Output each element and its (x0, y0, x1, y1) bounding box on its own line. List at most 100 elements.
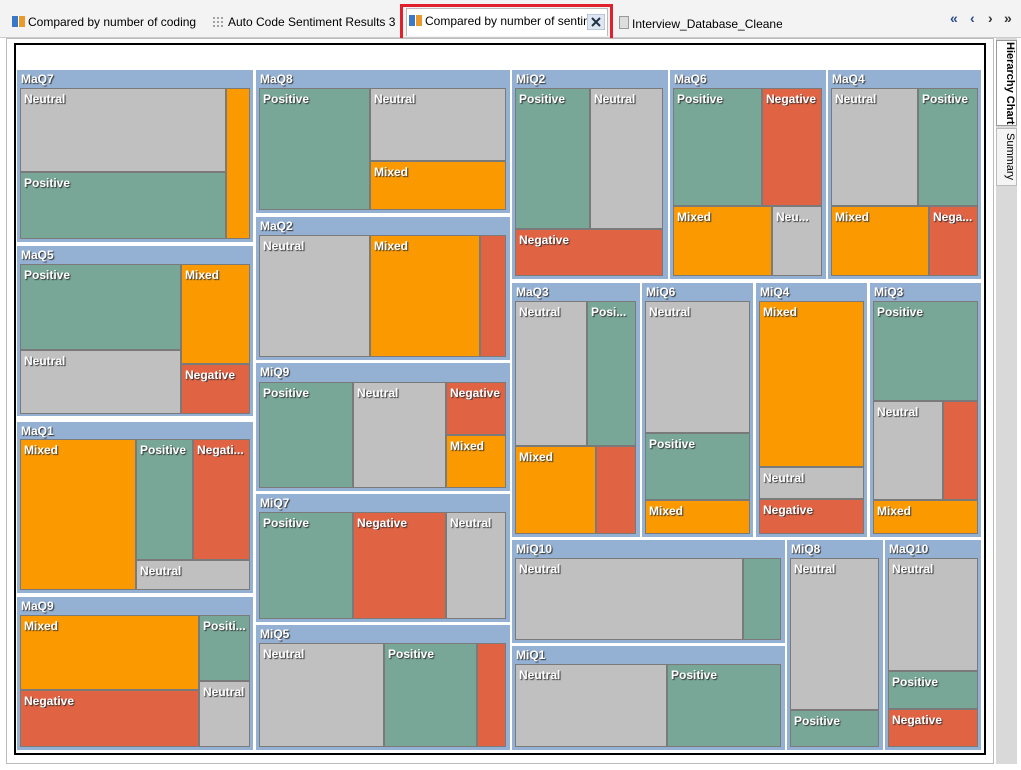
tab-icon (212, 16, 225, 27)
cell[interactable] (20, 264, 181, 350)
cell[interactable] (645, 500, 750, 534)
cell-label: Negati... (197, 443, 244, 457)
cell[interactable] (199, 615, 250, 681)
cell[interactable] (259, 235, 370, 357)
cell-label: Positive (263, 92, 310, 106)
cell[interactable] (743, 558, 781, 640)
cell[interactable] (181, 264, 250, 364)
cell[interactable] (790, 558, 879, 710)
cell[interactable] (596, 446, 636, 534)
nav-first[interactable]: « (950, 10, 958, 26)
cell[interactable] (790, 710, 879, 747)
cell[interactable] (888, 709, 978, 747)
cell[interactable] (446, 382, 506, 435)
cell[interactable] (645, 301, 750, 433)
cell[interactable] (762, 88, 822, 206)
cell-label: Neutral (877, 405, 919, 419)
cell[interactable] (515, 664, 667, 747)
active-tab[interactable]: Compared by number of sentime (406, 8, 608, 36)
cell[interactable] (446, 435, 506, 488)
cell-label: Positive (263, 516, 310, 530)
cell[interactable] (384, 643, 477, 747)
cell[interactable] (370, 161, 506, 210)
cell-label: Positive (388, 647, 435, 661)
cell[interactable] (645, 433, 750, 500)
cell[interactable] (136, 560, 250, 590)
side-tab[interactable]: Summary (996, 128, 1017, 186)
cell-label: Negative (450, 386, 501, 400)
group-label: MaQ6 (674, 72, 707, 86)
cell[interactable] (20, 350, 181, 414)
cell[interactable] (515, 88, 590, 229)
side-tab[interactable]: Hierarchy Chart (996, 40, 1017, 126)
group-label: MaQ8 (260, 72, 293, 86)
cell[interactable] (831, 88, 918, 206)
cell-label: Neutral (263, 647, 305, 661)
cell[interactable] (929, 206, 978, 276)
group-label: MiQ3 (874, 285, 904, 299)
cell[interactable] (515, 229, 663, 276)
nav-last[interactable]: » (1004, 10, 1012, 26)
tab[interactable]: Auto Code Sentiment Results 3- (210, 11, 395, 33)
cell-label: Neu... (776, 210, 809, 224)
cell[interactable] (590, 88, 663, 229)
tab-title: Compared by number of coding (28, 15, 197, 29)
cell[interactable] (477, 643, 506, 747)
cell[interactable] (353, 512, 446, 619)
cell-label: Neutral (892, 562, 934, 576)
cell[interactable] (943, 401, 978, 500)
cell[interactable] (515, 558, 743, 640)
cell[interactable] (259, 382, 353, 488)
nav-next[interactable]: › (988, 10, 993, 26)
cell[interactable] (673, 88, 762, 206)
cell[interactable] (673, 206, 772, 276)
cell[interactable] (515, 446, 596, 534)
cell[interactable] (136, 439, 193, 560)
cell[interactable] (888, 558, 978, 671)
cell[interactable] (446, 512, 506, 619)
cell[interactable] (873, 401, 943, 500)
cell[interactable] (515, 301, 587, 446)
cell[interactable] (259, 512, 353, 619)
cell[interactable] (759, 467, 864, 499)
cell-label: Positive (677, 92, 724, 106)
cell[interactable] (759, 301, 864, 467)
cell[interactable] (20, 88, 226, 172)
cell[interactable] (667, 664, 781, 747)
cell[interactable] (181, 364, 250, 414)
group-label: MiQ10 (516, 542, 553, 556)
cell-label: Mixed (185, 268, 220, 282)
cell[interactable] (20, 615, 199, 690)
cell[interactable] (20, 690, 199, 747)
cell[interactable] (259, 643, 384, 747)
group-label: MiQ4 (760, 285, 790, 299)
cell[interactable] (370, 88, 506, 161)
cell[interactable] (20, 439, 136, 590)
cell[interactable] (587, 301, 636, 446)
cell-label: Mixed (374, 239, 409, 253)
cell[interactable] (226, 88, 250, 239)
cell-label: Neutral (357, 386, 399, 400)
cell[interactable] (873, 301, 978, 401)
cell[interactable] (831, 206, 929, 276)
cell[interactable] (193, 439, 250, 560)
cell[interactable] (20, 172, 226, 239)
cell[interactable] (199, 681, 250, 747)
close-button[interactable] (587, 14, 605, 30)
cell[interactable] (873, 500, 978, 534)
tab[interactable]: Compared by number of coding (10, 11, 202, 33)
cell-label: Neutral (374, 92, 416, 106)
cell-label: Mixed (24, 443, 59, 457)
cell[interactable] (888, 671, 978, 709)
cell[interactable] (353, 382, 446, 488)
cell[interactable] (759, 499, 864, 534)
nav-prev[interactable]: ‹ (970, 10, 975, 26)
cell[interactable] (480, 235, 506, 357)
cell-label: Neutral (519, 305, 561, 319)
cell[interactable] (259, 88, 370, 210)
cell[interactable] (918, 88, 978, 206)
cell[interactable] (772, 206, 822, 276)
tab[interactable]: Interview_Database_Cleaned (617, 13, 782, 35)
cell[interactable] (370, 235, 480, 357)
